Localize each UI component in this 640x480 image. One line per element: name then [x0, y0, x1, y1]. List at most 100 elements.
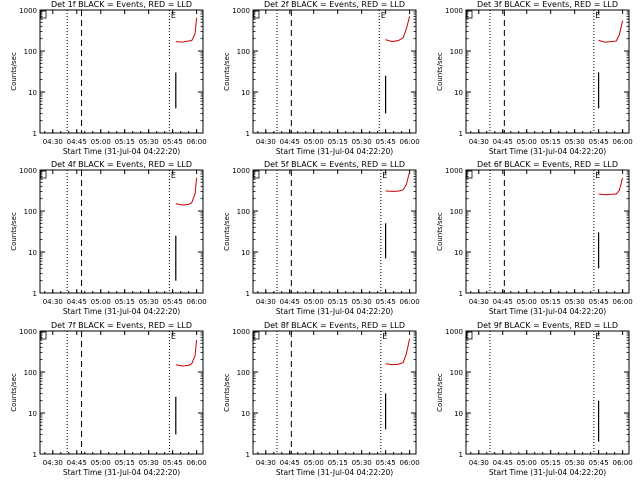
x-tick-label: 04:30	[469, 459, 489, 467]
plot-frame	[39, 9, 204, 134]
lld-series-line	[175, 17, 198, 43]
x-axis-label: Start Time (31-Jul-04 04:22:20)	[63, 468, 180, 477]
x-tick-label: 04:30	[469, 298, 489, 306]
lld-series-line	[385, 16, 411, 43]
x-tick-label: 05:15	[541, 459, 561, 467]
y-tick-label: 100	[450, 208, 463, 216]
y-tick-label: 10	[241, 410, 250, 418]
panel-title: Det 1f BLACK = Events, RED = LLD	[51, 0, 192, 9]
event-marker-label: E	[382, 332, 387, 341]
x-axis-label: Start Time (31-Jul-04 04:22:20)	[276, 468, 393, 477]
x-tick-label: 05:30	[352, 138, 372, 146]
y-tick-label: 1	[33, 451, 37, 459]
x-tick-label: 04:45	[67, 459, 87, 467]
detector-panel-1: Det 1f BLACK = Events, RED = LLD 04:30 04:…	[10, 0, 207, 156]
y-tick-label: 1	[33, 130, 37, 138]
y-tick-label: 10	[454, 249, 463, 257]
detector-panel-6: Det 6f BLACK = Events, RED = LLD 04:30 04:…	[436, 160, 633, 316]
x-tick-label: 06:00	[187, 459, 207, 467]
x-tick-label: 05:30	[565, 138, 585, 146]
detector-panel-5: Det 5f BLACK = Events, RED = LLD 04:30 04:…	[223, 160, 420, 316]
x-axis-label: Start Time (31-Jul-04 04:22:20)	[489, 468, 606, 477]
plot-frame	[252, 330, 417, 455]
y-tick-label: 10	[28, 410, 37, 418]
x-tick-label: 04:30	[256, 459, 276, 467]
x-axis-label: Start Time (31-Jul-04 04:22:20)	[489, 307, 606, 316]
x-tick-label: 05:30	[352, 459, 372, 467]
y-tick-label: 10	[454, 410, 463, 418]
sunlight-marker	[40, 170, 47, 179]
x-tick-label: 04:30	[43, 138, 63, 146]
y-axis-label: Counts/sec	[436, 212, 444, 251]
lld-series-line	[175, 340, 198, 367]
detector-panel-3: Det 3f BLACK = Events, RED = LLD 04:30 04:…	[436, 0, 633, 156]
y-tick-label: 1000	[445, 328, 463, 336]
panel-title: Det 7f BLACK = Events, RED = LLD	[51, 321, 192, 330]
panel-title: Det 9f BLACK = Events, RED = LLD	[477, 321, 618, 330]
sunlight-marker	[466, 331, 473, 340]
x-tick-label: 04:45	[493, 138, 513, 146]
x-tick-label: 06:00	[400, 298, 420, 306]
lld-series-line	[598, 20, 624, 43]
y-tick-label: 1000	[19, 7, 37, 15]
y-axis-label: Counts/sec	[436, 373, 444, 412]
y-tick-label: 100	[450, 369, 463, 377]
event-marker-label: E	[595, 332, 600, 341]
sunlight-marker	[253, 10, 260, 19]
y-tick-label: 1000	[232, 328, 250, 336]
y-axis-label: Counts/sec	[10, 212, 18, 251]
x-tick-label: 05:15	[328, 459, 348, 467]
y-tick-label: 1000	[232, 167, 250, 175]
x-tick-label: 04:45	[280, 138, 300, 146]
y-tick-label: 1000	[232, 7, 250, 15]
plot-frame	[465, 330, 630, 455]
panel-title: Det 8f BLACK = Events, RED = LLD	[264, 321, 405, 330]
detector-panel-8: Det 8f BLACK = Events, RED = LLD 04:30 04:…	[223, 321, 420, 477]
event-marker-label: E	[381, 11, 386, 20]
lld-series-line	[385, 338, 411, 366]
lld-series-line	[385, 171, 411, 192]
x-tick-label: 05:00	[91, 298, 111, 306]
sunlight-marker	[466, 170, 473, 179]
x-tick-label: 04:30	[469, 138, 489, 146]
x-tick-label: 04:45	[67, 138, 87, 146]
x-tick-label: 05:15	[328, 298, 348, 306]
panel-title: Det 4f BLACK = Events, RED = LLD	[51, 160, 192, 169]
plot-frame	[252, 169, 417, 294]
panel-title: Det 3f BLACK = Events, RED = LLD	[477, 0, 618, 9]
x-tick-label: 05:30	[139, 138, 159, 146]
y-tick-label: 1000	[445, 7, 463, 15]
detector-panel-7: Det 7f BLACK = Events, RED = LLD 04:30 04:…	[10, 321, 207, 477]
event-marker-label: E	[171, 171, 176, 180]
y-tick-label: 100	[24, 369, 37, 377]
y-tick-label: 100	[450, 48, 463, 56]
x-tick-label: 05:00	[517, 138, 537, 146]
x-axis-label: Start Time (31-Jul-04 04:22:20)	[276, 307, 393, 316]
x-tick-label: 06:00	[400, 138, 420, 146]
x-tick-label: 06:00	[187, 298, 207, 306]
y-tick-label: 100	[24, 48, 37, 56]
x-tick-label: 04:45	[493, 459, 513, 467]
lld-series-line	[598, 177, 624, 196]
plot-frame	[465, 9, 630, 134]
x-tick-label: 05:45	[589, 459, 609, 467]
x-tick-label: 05:45	[589, 298, 609, 306]
x-tick-label: 04:45	[280, 459, 300, 467]
sunlight-marker	[40, 331, 47, 340]
plot-frame	[39, 330, 204, 455]
y-tick-label: 1000	[19, 167, 37, 175]
x-tick-label: 05:00	[304, 138, 324, 146]
lld-series-line	[175, 177, 198, 206]
y-tick-label: 1000	[445, 167, 463, 175]
event-marker-label: E	[595, 11, 600, 20]
x-tick-label: 06:00	[187, 138, 207, 146]
sunlight-marker	[40, 10, 47, 19]
y-tick-label: 1000	[19, 328, 37, 336]
y-axis-label: Counts/sec	[10, 52, 18, 91]
x-tick-label: 05:30	[565, 298, 585, 306]
detector-panel-4: Det 4f BLACK = Events, RED = LLD 04:30 04:…	[10, 160, 207, 316]
sunlight-marker	[466, 10, 473, 19]
y-tick-label: 10	[28, 89, 37, 97]
y-tick-label: 10	[241, 89, 250, 97]
